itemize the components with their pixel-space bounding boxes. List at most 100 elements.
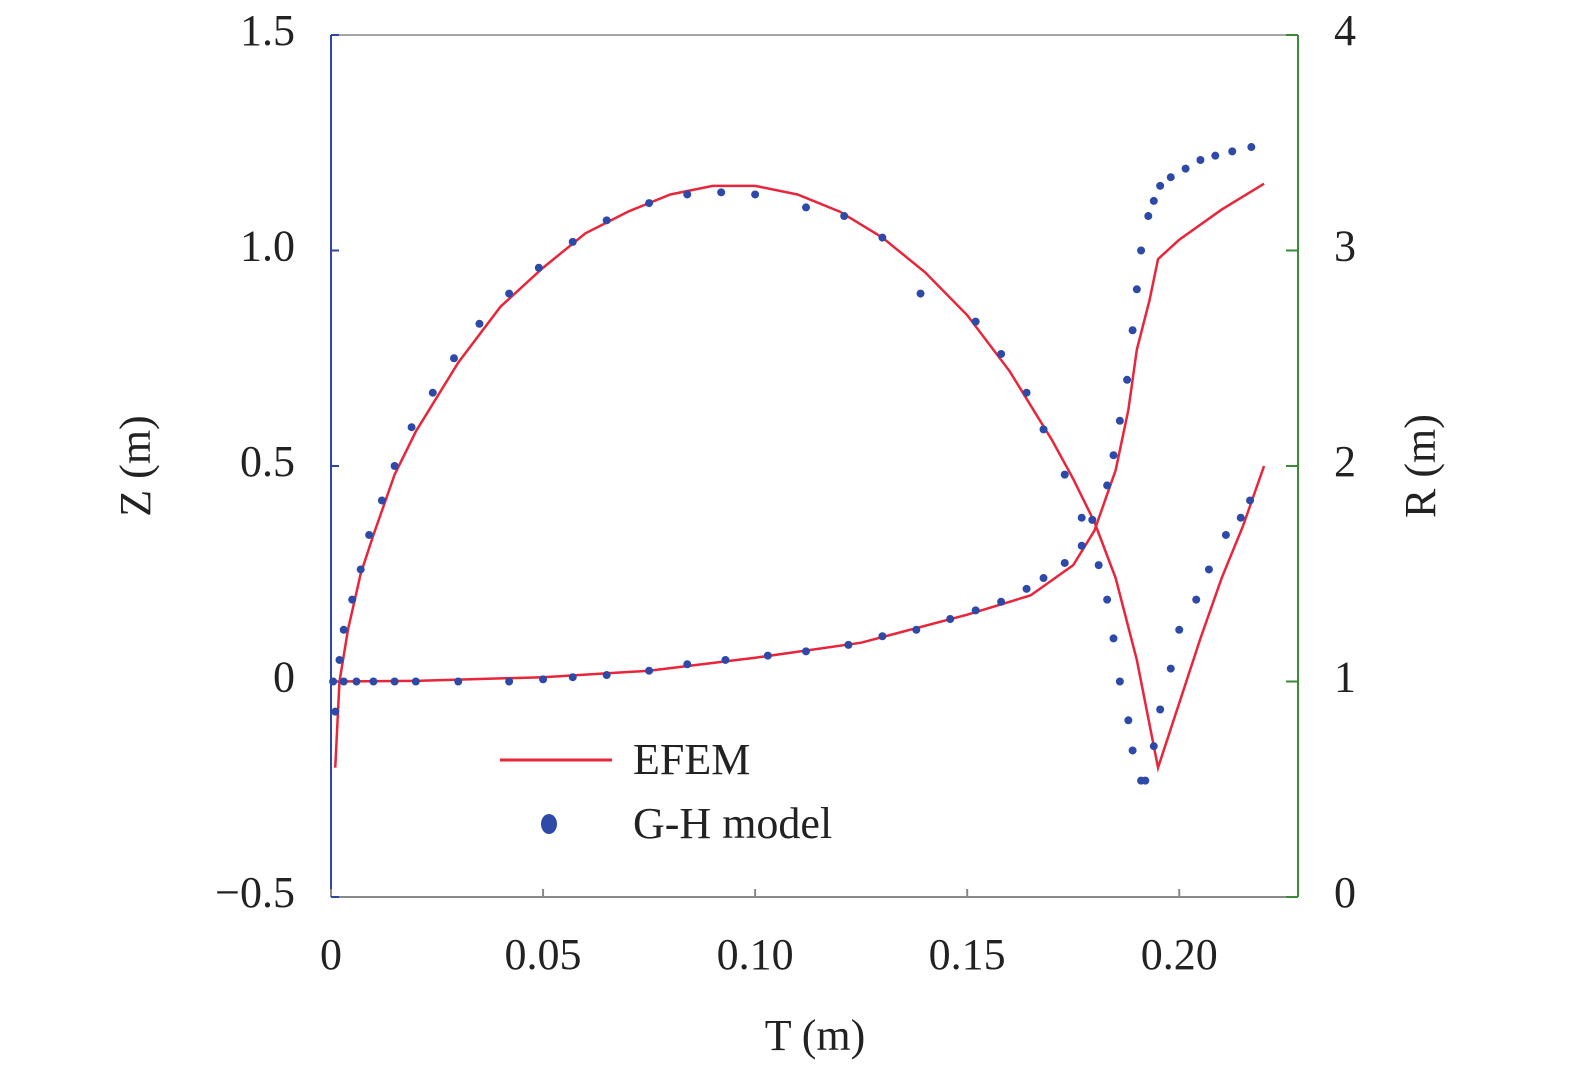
data-point (339, 625, 348, 634)
data-point (1022, 584, 1031, 593)
y2-tick-label: 0 (1334, 868, 1356, 917)
data-point (1109, 634, 1118, 643)
data-point (1181, 164, 1190, 173)
data-point (390, 462, 399, 470)
data-point (763, 651, 772, 660)
data-point (1060, 470, 1069, 479)
data-point (1022, 388, 1031, 397)
y-tick-label: 0.5 (240, 437, 295, 486)
data-point (1077, 513, 1086, 522)
data-point (1094, 561, 1103, 570)
data-line (335, 182, 1265, 683)
data-point (407, 423, 416, 432)
x-tick-label: 0.05 (505, 930, 582, 979)
data-point (1115, 416, 1124, 425)
data-point (331, 707, 340, 716)
data-point (912, 625, 921, 634)
data-point (335, 655, 344, 664)
data-point (1166, 664, 1175, 673)
data-point (1132, 285, 1141, 294)
data-point (683, 660, 692, 669)
data-point (1175, 625, 1184, 634)
y2-tick-label: 1 (1334, 653, 1356, 702)
data-point (971, 317, 980, 326)
data-point (1128, 326, 1137, 335)
data-point (329, 677, 338, 686)
data-point (1192, 595, 1201, 604)
data-point (365, 530, 374, 539)
data-point (802, 647, 811, 656)
data-point (997, 597, 1006, 606)
data-point (390, 677, 399, 686)
data-point (348, 595, 357, 604)
data-point (1123, 375, 1132, 384)
data-point (878, 632, 887, 641)
data-point (1077, 541, 1086, 550)
data-point (721, 655, 730, 664)
data-point (1039, 425, 1048, 434)
data-point (1246, 496, 1255, 505)
data-point (1124, 716, 1133, 725)
data-point (1221, 530, 1230, 539)
data-point (1103, 595, 1112, 604)
x-tick-label: 0.10 (717, 930, 794, 979)
data-point (377, 496, 386, 505)
y-tick-label: 0 (273, 653, 295, 702)
data-line (333, 184, 1266, 773)
data-point (1228, 147, 1237, 156)
data-point (1115, 677, 1124, 686)
y2-axis-title: R (m) (1396, 414, 1445, 518)
data-point (1103, 481, 1112, 490)
data-point (1156, 181, 1165, 190)
data-point (534, 263, 543, 272)
x-tick-label: 0.15 (929, 930, 1006, 979)
data-point (539, 675, 548, 684)
y-tick-label: 1.5 (240, 6, 295, 55)
data-point (568, 237, 577, 246)
data-point (1088, 515, 1097, 524)
data-point (505, 289, 514, 298)
data-point (1149, 196, 1158, 205)
data-point (751, 190, 760, 199)
data-point (1211, 151, 1220, 160)
data-point (1141, 776, 1150, 785)
data-point (645, 199, 654, 208)
data-point (1196, 155, 1205, 164)
data-point (844, 640, 853, 649)
data-point (1166, 173, 1175, 182)
x-axis-title: T (m) (765, 1011, 866, 1060)
data-point (802, 203, 811, 212)
y-tick-label: −0.5 (215, 868, 295, 917)
data-point (568, 673, 577, 682)
data-point (1144, 212, 1153, 221)
data-point (339, 677, 348, 686)
data-point (946, 615, 955, 624)
data-point (997, 349, 1006, 358)
data-point (475, 319, 484, 328)
data-point (369, 677, 378, 686)
legend-label: EFEM (633, 735, 750, 784)
data-point (717, 188, 726, 197)
data-point (411, 677, 420, 686)
data-point (971, 606, 980, 615)
data-point (840, 212, 849, 221)
data-point (449, 354, 458, 363)
data-point (505, 677, 514, 686)
x-tick-label: 0.20 (1141, 930, 1218, 979)
data-point (1204, 565, 1213, 574)
data-point (428, 388, 437, 397)
y2-tick-label: 3 (1334, 222, 1356, 271)
y2-tick-label: 4 (1334, 6, 1356, 55)
data-point (356, 565, 365, 574)
data-point (1149, 742, 1158, 751)
y-axis-title: Z (m) (111, 415, 160, 516)
data-point (1109, 451, 1118, 460)
data-point (454, 677, 463, 686)
data-point (1247, 143, 1256, 152)
legend-swatch (541, 814, 557, 834)
y2-tick-label: 2 (1334, 437, 1356, 486)
data-point (1137, 246, 1146, 255)
data-point (645, 666, 654, 675)
data-point (1156, 705, 1165, 714)
